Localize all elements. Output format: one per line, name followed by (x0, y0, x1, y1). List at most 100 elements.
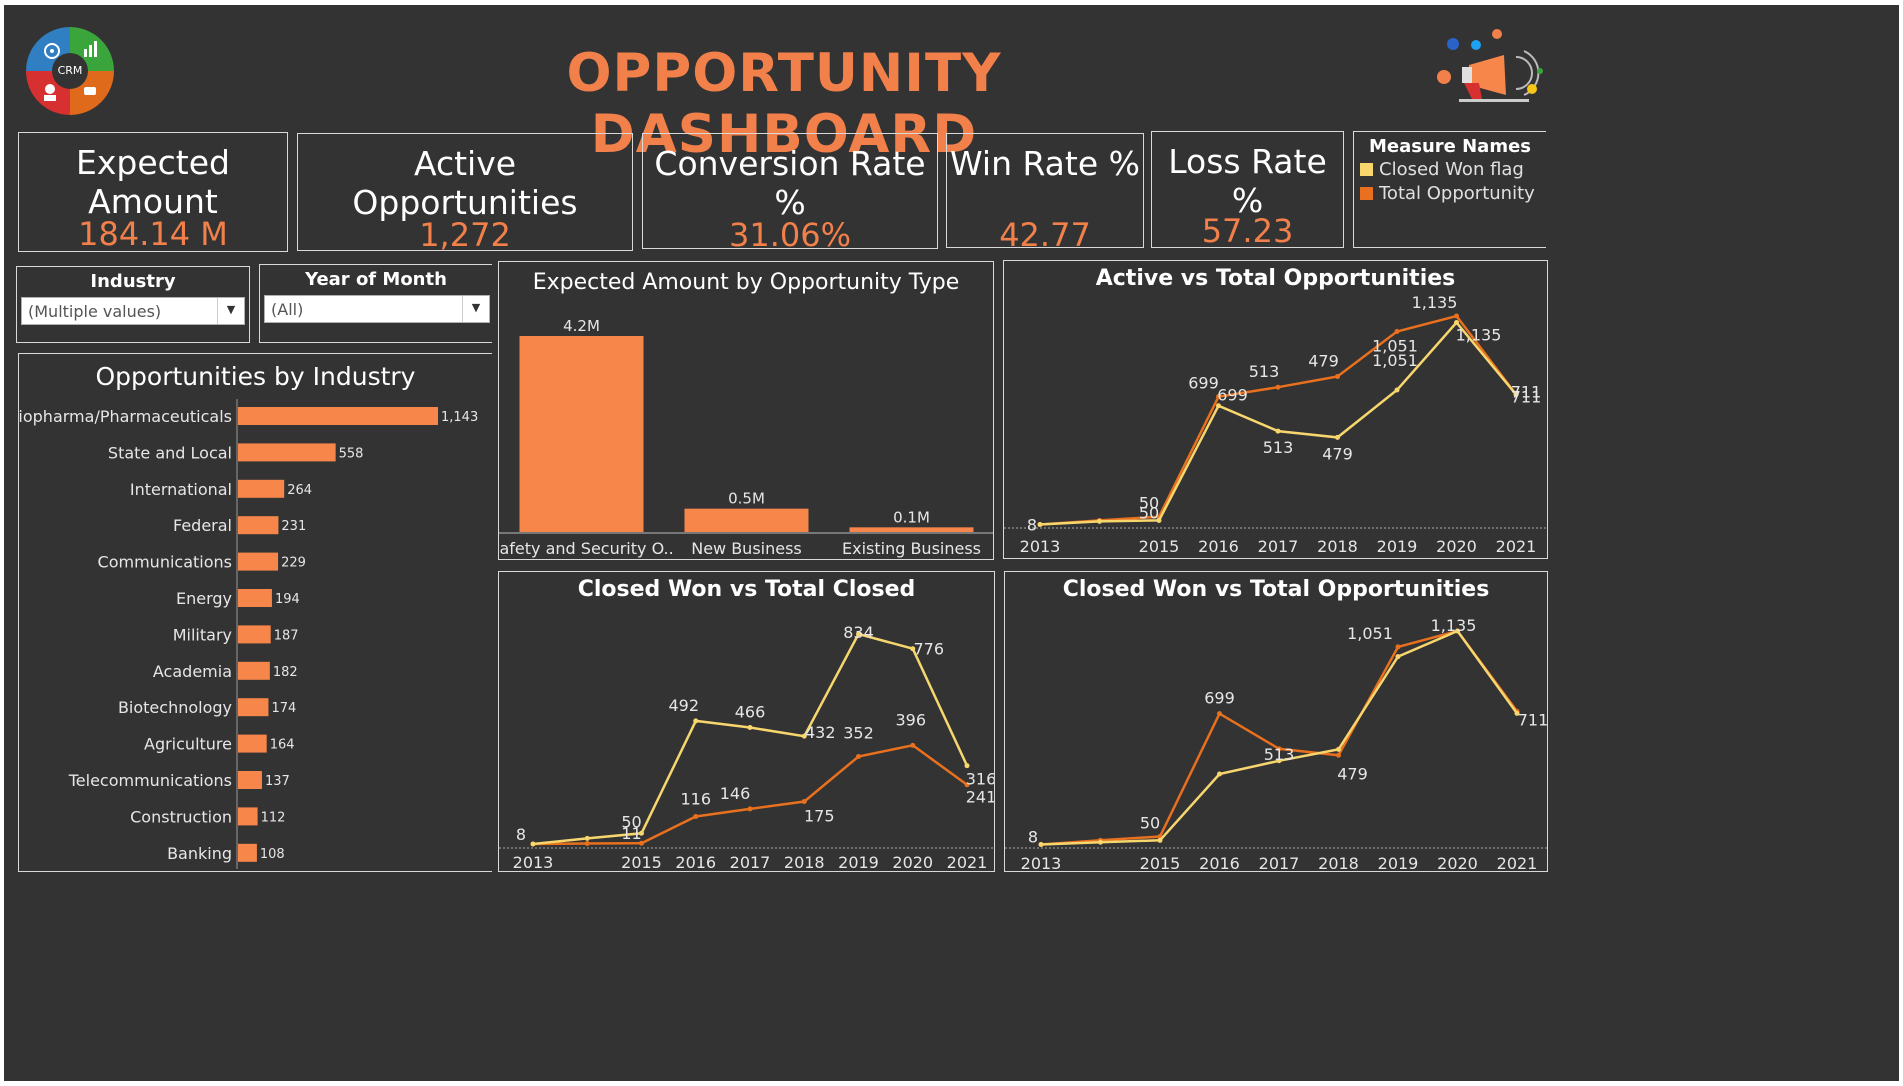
x-tick-label: 2021 (1496, 537, 1537, 556)
data-point (1395, 654, 1401, 660)
data-label: 182 (273, 665, 298, 680)
data-label: 492 (668, 696, 699, 715)
category-label: Construction (130, 807, 232, 826)
data-point (910, 742, 916, 748)
filter-label: Year of Month (305, 269, 447, 290)
data-point (1394, 329, 1400, 335)
bar (238, 734, 267, 753)
bar (238, 552, 279, 571)
data-label: 466 (735, 703, 766, 722)
data-point (856, 754, 861, 760)
legend-swatch (1360, 187, 1373, 200)
measure-names-legend: Measure Names Closed Won flag Total Oppo… (1353, 131, 1546, 248)
kpi-value: 1,272 (419, 216, 511, 254)
data-label: 699 (1204, 689, 1235, 708)
kpi-title: Active Opportunities (352, 144, 578, 222)
data-point (1157, 837, 1163, 843)
series-line (1040, 629, 1519, 846)
bar (238, 516, 279, 535)
filter-label: Industry (90, 271, 176, 292)
year-filter: Year of Month (All) ▼ (259, 264, 492, 343)
chart-title: Active vs Total Opportunities (1095, 266, 1456, 291)
bar (238, 625, 271, 644)
data-point (1454, 319, 1459, 325)
chevron-down-icon[interactable]: ▼ (217, 298, 244, 324)
category-label: Banking (167, 844, 232, 863)
chart-title: Closed Won vs Total Opportunities (1062, 577, 1490, 602)
kpi-expected-amount: Expected Amount 184.14 M (18, 132, 288, 253)
x-tick-label: 2015 (621, 853, 662, 871)
x-tick-label: 2018 (784, 853, 825, 871)
data-point (1217, 711, 1222, 717)
data-label: 479 (1308, 352, 1339, 371)
page-title: OPPORTUNITY DASHBOARD (566, 43, 1002, 165)
data-point (1276, 758, 1282, 764)
data-label: 174 (271, 701, 296, 716)
bar (849, 527, 974, 532)
data-label: 4.2M (563, 317, 600, 335)
kpi-value: 184.14 M (78, 215, 228, 253)
data-point (584, 840, 590, 846)
series-line (1040, 629, 1519, 846)
kpi-conversion-rate: Conversion Rate % 31.06% (642, 133, 938, 254)
data-point (1217, 771, 1222, 777)
bar (238, 771, 262, 789)
x-tick-label: 2015 (1139, 537, 1180, 556)
x-tick-label: 2020 (1437, 854, 1478, 871)
data-label: 137 (265, 774, 290, 789)
data-label: 11 (621, 824, 641, 843)
data-label: 194 (275, 592, 300, 607)
data-point (584, 835, 590, 841)
data-point (1276, 746, 1282, 752)
crm-logo: CRM (24, 25, 116, 117)
legend-item-total-opportunity[interactable]: Total Opportunity (1360, 183, 1535, 204)
x-tick-label: 2016 (675, 853, 716, 871)
data-point (964, 782, 970, 788)
category-label: Telecommunications (68, 771, 232, 790)
kpi-value: 31.06% (728, 216, 851, 254)
data-point (1513, 391, 1519, 397)
data-label: 50 (621, 812, 641, 831)
kpi-value: 57.23 (1201, 212, 1294, 250)
data-label: 513 (1263, 438, 1294, 457)
kpi-title: Win Rate % (950, 144, 1140, 183)
x-tick-label: 2021 (947, 853, 988, 871)
bar (238, 661, 270, 680)
data-label: 711 (1518, 710, 1547, 729)
data-label: 1,051 (1372, 337, 1418, 356)
legend-swatch (1360, 163, 1373, 176)
data-label: 1,051 (1347, 624, 1393, 643)
legend-title: Measure Names (1368, 136, 1532, 157)
x-tick-label: 2013 (1021, 854, 1062, 871)
year-dropdown[interactable]: (All) ▼ (264, 295, 490, 323)
data-point (530, 841, 536, 847)
chevron-down-icon[interactable]: ▼ (462, 296, 489, 322)
data-label: 479 (1322, 444, 1353, 463)
chart-title: Closed Won vs Total Closed (577, 577, 916, 602)
industry-dropdown[interactable]: (Multiple values) ▼ (21, 297, 245, 325)
kpi-value: 42.77 (999, 216, 1091, 254)
x-tick-label: 2016 (1198, 537, 1239, 556)
active-total-chart-panel: Active vs Total Opportunities 2013 2015 20… (1003, 260, 1548, 559)
x-tick-label: 2015 (1140, 854, 1181, 871)
category-label: Existing Business (842, 539, 981, 558)
x-tick-label: 2013 (513, 853, 554, 871)
x-tick-label: 2020 (1436, 537, 1477, 556)
legend-item-closed-won[interactable]: Closed Won flag (1360, 159, 1524, 180)
category-label: New Business (691, 539, 802, 558)
data-label: 1,135 (1456, 325, 1502, 344)
data-point (964, 763, 970, 769)
marketing-megaphone-icon (1434, 27, 1549, 109)
category-label: Communications (98, 553, 232, 572)
x-tick-label: 2018 (1318, 854, 1359, 871)
category-label: Academia (153, 662, 232, 681)
dropdown-value: (Multiple values) (28, 302, 162, 321)
data-label: 699 (1188, 374, 1219, 393)
data-point (910, 646, 916, 652)
series-line (1039, 320, 1517, 526)
data-label: 0.1M (893, 508, 930, 526)
x-tick-label: 2019 (838, 853, 879, 871)
chart-title: Expected Amount by Opportunity Type (532, 270, 960, 295)
category-label: Military (173, 625, 232, 644)
